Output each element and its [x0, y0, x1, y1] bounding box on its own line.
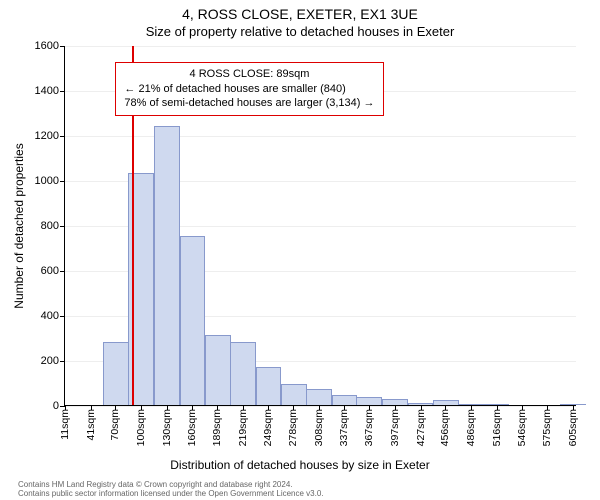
- histogram-bar: [256, 367, 282, 405]
- histogram-bar: [408, 403, 434, 405]
- x-tick-label: 70sqm: [109, 405, 121, 441]
- x-tick-label: 41sqm: [85, 405, 97, 441]
- histogram-bar: [154, 126, 180, 405]
- x-tick-label: 219sqm: [237, 405, 249, 446]
- histogram-bar: [103, 342, 129, 405]
- x-tick-label: 575sqm: [541, 405, 553, 446]
- footer-attribution: Contains HM Land Registry data © Crown c…: [18, 480, 324, 498]
- x-tick-label: 100sqm: [135, 405, 147, 446]
- histogram-bar: [484, 404, 510, 405]
- chart-subtitle: Size of property relative to detached ho…: [0, 22, 600, 39]
- y-axis-label: Number of detached properties: [12, 143, 26, 308]
- x-tick-label: 189sqm: [211, 405, 223, 446]
- footer-line-1: Contains HM Land Registry data © Crown c…: [18, 480, 324, 489]
- x-tick-label: 427sqm: [415, 405, 427, 446]
- histogram-bar: [230, 342, 256, 405]
- x-tick-label: 308sqm: [313, 405, 325, 446]
- histogram-bar: [180, 236, 206, 405]
- x-tick-label: 605sqm: [567, 405, 579, 446]
- x-tick-label: 546sqm: [516, 405, 528, 446]
- annotation-line: 78% of semi-detached houses are larger (…: [124, 96, 374, 111]
- x-tick-label: 397sqm: [389, 405, 401, 446]
- histogram-bar: [560, 404, 586, 405]
- x-tick-label: 516sqm: [491, 405, 503, 446]
- x-tick-label: 486sqm: [465, 405, 477, 446]
- annotation-line: ← 21% of detached houses are smaller (84…: [124, 82, 374, 97]
- histogram-bar: [205, 335, 231, 405]
- x-axis-label: Distribution of detached houses by size …: [0, 458, 600, 472]
- gridline: [65, 46, 576, 47]
- histogram-bar: [306, 389, 332, 405]
- histogram-bar: [356, 397, 382, 405]
- x-tick-label: 456sqm: [439, 405, 451, 446]
- histogram-bar: [281, 384, 307, 405]
- gridline: [65, 136, 576, 137]
- x-tick-label: 337sqm: [338, 405, 350, 446]
- x-tick-label: 11sqm: [59, 405, 71, 440]
- chart-container: { "title": "4, ROSS CLOSE, EXETER, EX1 3…: [0, 0, 600, 500]
- histogram-bar: [433, 400, 459, 405]
- histogram-bar: [332, 395, 358, 405]
- x-tick-label: 278sqm: [287, 405, 299, 446]
- annotation-box: 4 ROSS CLOSE: 89sqm← 21% of detached hou…: [115, 62, 383, 117]
- histogram-bar: [458, 404, 484, 405]
- footer-line-2: Contains public sector information licen…: [18, 489, 324, 498]
- x-tick-label: 160sqm: [186, 405, 198, 446]
- x-tick-label: 249sqm: [262, 405, 274, 446]
- plot-area: 0200400600800100012001400160011sqm41sqm7…: [64, 46, 576, 406]
- annotation-line: 4 ROSS CLOSE: 89sqm: [124, 67, 374, 82]
- x-tick-label: 367sqm: [363, 405, 375, 446]
- x-tick-label: 130sqm: [161, 405, 173, 446]
- histogram-bar: [382, 399, 408, 405]
- chart-title: 4, ROSS CLOSE, EXETER, EX1 3UE: [0, 0, 600, 22]
